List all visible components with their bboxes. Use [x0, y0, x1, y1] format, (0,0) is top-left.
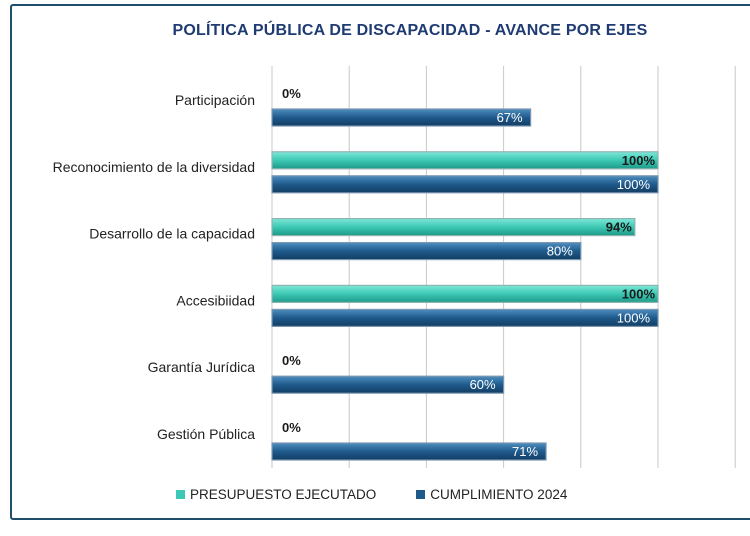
- category-label: Garantía Jurídica: [148, 359, 256, 375]
- category-label: Accesibiidad: [176, 292, 255, 308]
- legend-label-cumplimiento: CUMPLIMIENTO 2024: [430, 487, 568, 502]
- chart-frame: [10, 4, 750, 520]
- bar-presupuesto: [271, 151, 659, 170]
- bar-presupuesto: [271, 218, 636, 237]
- labels: Participación 0% 67% Reconocimiento de la d…: [53, 86, 656, 459]
- data-label-presupuesto: 100%: [622, 286, 656, 301]
- bar-presupuesto: [271, 284, 659, 303]
- data-label-cumplimiento: 100%: [617, 310, 651, 325]
- category-label: Gestión Pública: [157, 426, 255, 442]
- bars: [271, 108, 659, 461]
- legend-swatch-cumplimiento: [416, 490, 426, 499]
- data-label-cumplimiento: 100%: [617, 177, 651, 192]
- legend-label-presupuesto: PRESUPUESTO EJECUTADO: [190, 487, 377, 502]
- data-label-presupuesto: 0%: [282, 420, 301, 435]
- bar-cumplimiento: [271, 108, 532, 127]
- data-label-presupuesto: 0%: [282, 86, 301, 101]
- legend-item-presupuesto: PRESUPUESTO EJECUTADO: [176, 487, 376, 502]
- data-label-presupuesto: 100%: [622, 153, 656, 168]
- data-label-cumplimiento: 60%: [470, 377, 496, 392]
- data-label-cumplimiento: 71%: [512, 444, 538, 459]
- bar-cumplimiento: [271, 375, 505, 394]
- chart-title: POLÍTICA PÚBLICA DE DISCAPACIDAD - AVANC…: [172, 22, 648, 39]
- bar-cumplimiento: [271, 175, 659, 194]
- category-label: Desarrollo de la capacidad: [89, 226, 255, 242]
- bar-cumplimiento: [271, 442, 547, 461]
- legend-swatch-presupuesto: [176, 490, 185, 499]
- bar-cumplimiento: [271, 308, 659, 327]
- category-label: Reconocimiento de la diversidad: [53, 159, 255, 175]
- gridlines: [271, 66, 736, 468]
- legend: PRESUPUESTO EJECUTADO CUMPLIMIENTO 2024: [176, 487, 567, 502]
- category-label: Participación: [175, 92, 255, 108]
- bar-cumplimiento: [271, 242, 582, 261]
- data-label-cumplimiento: 80%: [547, 244, 573, 259]
- legend-item-cumplimiento: CUMPLIMIENTO 2024: [416, 487, 567, 502]
- data-label-presupuesto: 0%: [282, 353, 301, 368]
- data-label-cumplimiento: 67%: [497, 110, 523, 125]
- data-label-presupuesto: 94%: [606, 220, 632, 235]
